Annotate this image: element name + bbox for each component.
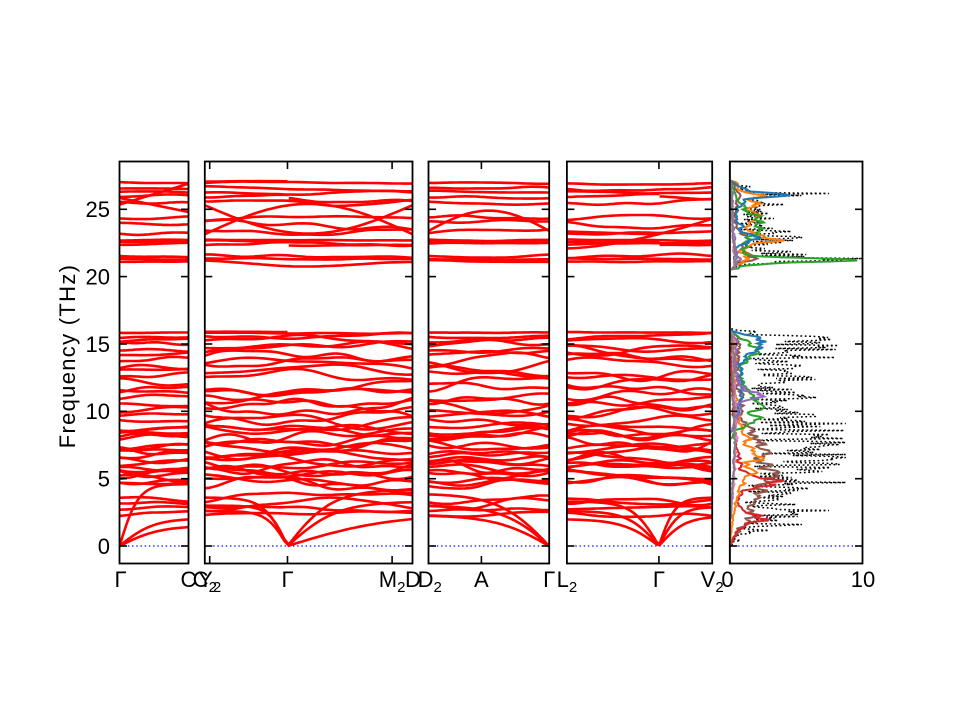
svg-text:Frequency (THz): Frequency (THz) xyxy=(55,264,80,449)
svg-text:10: 10 xyxy=(86,399,110,424)
svg-text:25: 25 xyxy=(86,197,110,222)
svg-text:5: 5 xyxy=(98,467,110,492)
svg-text:A: A xyxy=(474,567,489,592)
svg-text:20: 20 xyxy=(86,264,110,289)
svg-text:0: 0 xyxy=(98,534,110,559)
svg-text:D: D xyxy=(405,567,421,592)
svg-text:15: 15 xyxy=(86,332,110,357)
svg-text:C: C xyxy=(181,567,197,592)
svg-text:0: 0 xyxy=(721,567,733,592)
svg-text:Γ: Γ xyxy=(114,567,126,592)
svg-text:Γ: Γ xyxy=(543,567,555,592)
svg-text:Γ: Γ xyxy=(653,567,665,592)
svg-text:C2: C2 xyxy=(193,567,217,596)
svg-text:10: 10 xyxy=(851,567,875,592)
svg-text:Γ: Γ xyxy=(281,567,293,592)
